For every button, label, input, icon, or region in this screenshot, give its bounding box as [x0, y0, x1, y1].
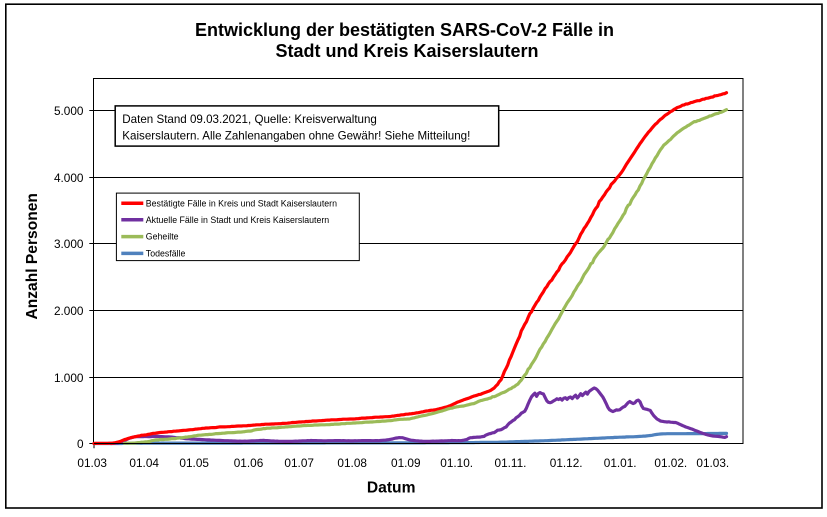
svg-text:0: 0	[77, 437, 84, 451]
svg-text:Entwicklung der bestätigten SA: Entwicklung der bestätigten SARS-CoV-2 F…	[195, 20, 614, 40]
svg-text:01.10.: 01.10.	[440, 456, 473, 470]
svg-text:01.12.: 01.12.	[550, 456, 583, 470]
svg-text:01.01.: 01.01.	[604, 456, 637, 470]
svg-text:Todesfälle: Todesfälle	[146, 249, 186, 259]
svg-text:01.09: 01.09	[391, 456, 421, 470]
svg-text:1.000: 1.000	[54, 371, 84, 385]
svg-text:2.000: 2.000	[54, 304, 84, 318]
svg-text:Kaiserslautern. Alle Zahlenang: Kaiserslautern. Alle Zahlenangaben ohne …	[122, 129, 470, 142]
svg-text:01.07: 01.07	[284, 456, 314, 470]
svg-text:Daten Stand 09.03.2021, Quelle: Daten Stand 09.03.2021, Quelle: Kreisver…	[122, 113, 377, 126]
svg-text:01.06: 01.06	[234, 456, 264, 470]
svg-text:3.000: 3.000	[54, 237, 84, 251]
svg-text:Datum: Datum	[367, 479, 416, 496]
svg-text:01.04: 01.04	[129, 456, 159, 470]
svg-text:01.11.: 01.11.	[495, 456, 527, 470]
svg-text:01.03: 01.03	[77, 456, 107, 470]
svg-text:01.05: 01.05	[179, 456, 209, 470]
svg-text:Geheilte: Geheilte	[146, 232, 179, 242]
svg-text:5.000: 5.000	[54, 104, 84, 118]
svg-text:Anzahl Personen: Anzahl Personen	[24, 193, 41, 320]
svg-text:01.03.: 01.03.	[696, 456, 729, 470]
svg-text:Stadt und Kreis Kaiserslautern: Stadt und Kreis Kaiserslautern	[275, 41, 538, 61]
svg-text:01.08: 01.08	[337, 456, 367, 470]
svg-text:Bestätigte Fälle in Kreis und: Bestätigte Fälle in Kreis und Stadt Kais…	[146, 198, 337, 208]
svg-text:01.02.: 01.02.	[654, 456, 687, 470]
svg-text:Aktuelle Fälle in Stadt und Kr: Aktuelle Fälle in Stadt und Kreis Kaiser…	[146, 215, 329, 225]
svg-text:4.000: 4.000	[54, 171, 84, 185]
